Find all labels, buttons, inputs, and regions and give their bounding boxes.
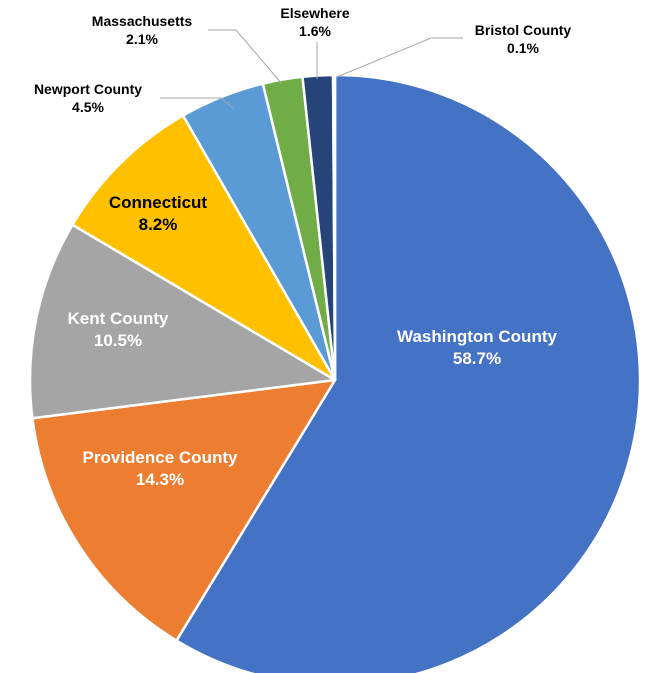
leader-lines <box>160 29 463 109</box>
slice-label-connecticut: Connecticut <box>109 193 208 212</box>
slice-label-kent-county: Kent County <box>67 309 169 328</box>
leader-line-newport-county <box>160 97 234 109</box>
slice-value-washington-county: 58.7% <box>453 349 501 368</box>
pie-slice-kent-county <box>28 223 337 420</box>
slice-value-newport-county: 4.5% <box>72 99 104 115</box>
slice-value-connecticut: 8.2% <box>139 215 178 234</box>
slice-label-bristol-county: Bristol County <box>475 22 572 38</box>
pie-slice-connecticut <box>71 114 337 382</box>
slice-value-providence-county: 14.3% <box>136 470 184 489</box>
slice-value-elsewhere: 1.6% <box>299 23 331 39</box>
leader-line-bristol-county <box>336 37 463 78</box>
slice-label-massachusetts: Massachusetts <box>92 13 193 29</box>
pie-slice-bristol-county <box>331 73 337 382</box>
slice-value-massachusetts: 2.1% <box>126 31 158 47</box>
slice-label-elsewhere: Elsewhere <box>280 5 349 21</box>
pie-slices <box>28 73 642 673</box>
slice-value-kent-county: 10.5% <box>94 331 142 350</box>
pie-slice-providence-county <box>31 378 337 642</box>
slice-label-washington-county: Washington County <box>397 327 557 346</box>
slice-labels: Washington County 58.7% Providence County 1… <box>34 5 571 489</box>
pie-slice-washington-county <box>175 73 642 673</box>
slice-value-bristol-county: 0.1% <box>507 40 539 56</box>
slice-label-newport-county: Newport County <box>34 81 142 97</box>
slice-label-providence-county: Providence County <box>83 448 238 467</box>
leader-line-massachusetts <box>208 29 283 85</box>
